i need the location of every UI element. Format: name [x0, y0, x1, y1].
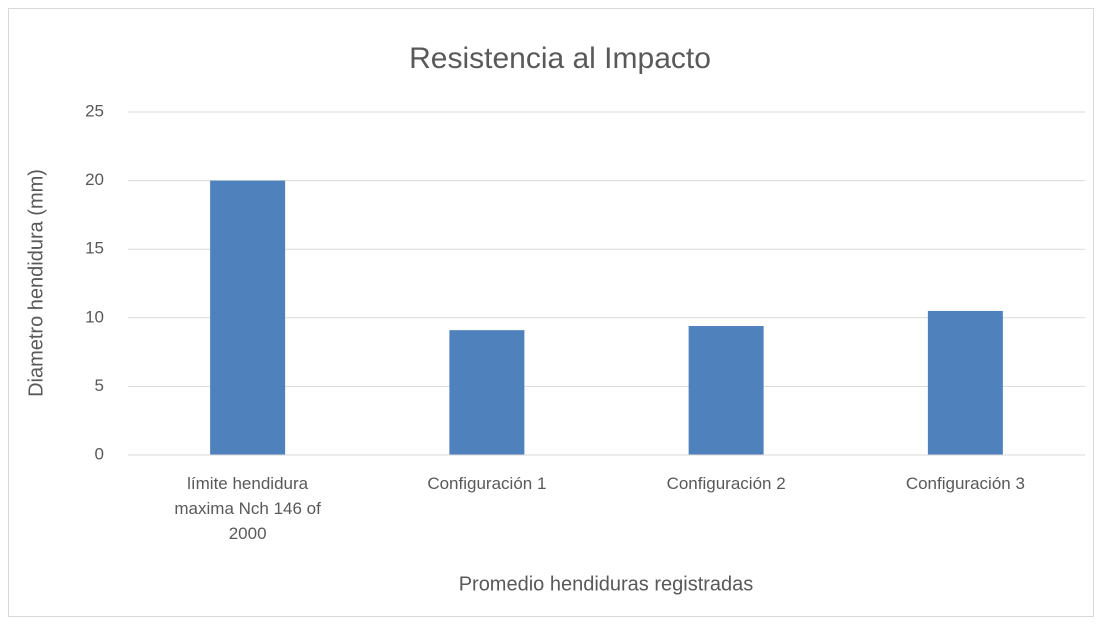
x-tick-label: Configuración 2 [667, 474, 786, 493]
y-tick-label: 20 [85, 170, 104, 189]
chart-border [8, 8, 1094, 617]
y-tick-label: 25 [85, 101, 104, 120]
y-tick-label: 0 [95, 444, 104, 463]
bar [688, 326, 764, 455]
chart-title: Resistencia al Impacto [409, 42, 711, 75]
y-axis-label: Diametro hendidura (mm) [25, 169, 47, 397]
bar [927, 310, 1003, 455]
x-tick-label: Configuración 3 [906, 474, 1025, 493]
x-axis-label: Promedio hendiduras registradas [459, 573, 754, 595]
y-tick-label: 15 [85, 239, 104, 258]
bar [210, 180, 286, 455]
bar [449, 330, 525, 455]
y-tick-label: 5 [95, 376, 104, 395]
x-tick-label: límite hendidura maxima Nch 146 of 2000 [174, 474, 321, 543]
y-tick-label: 10 [85, 307, 104, 326]
x-tick-label: Configuración 1 [427, 474, 546, 493]
